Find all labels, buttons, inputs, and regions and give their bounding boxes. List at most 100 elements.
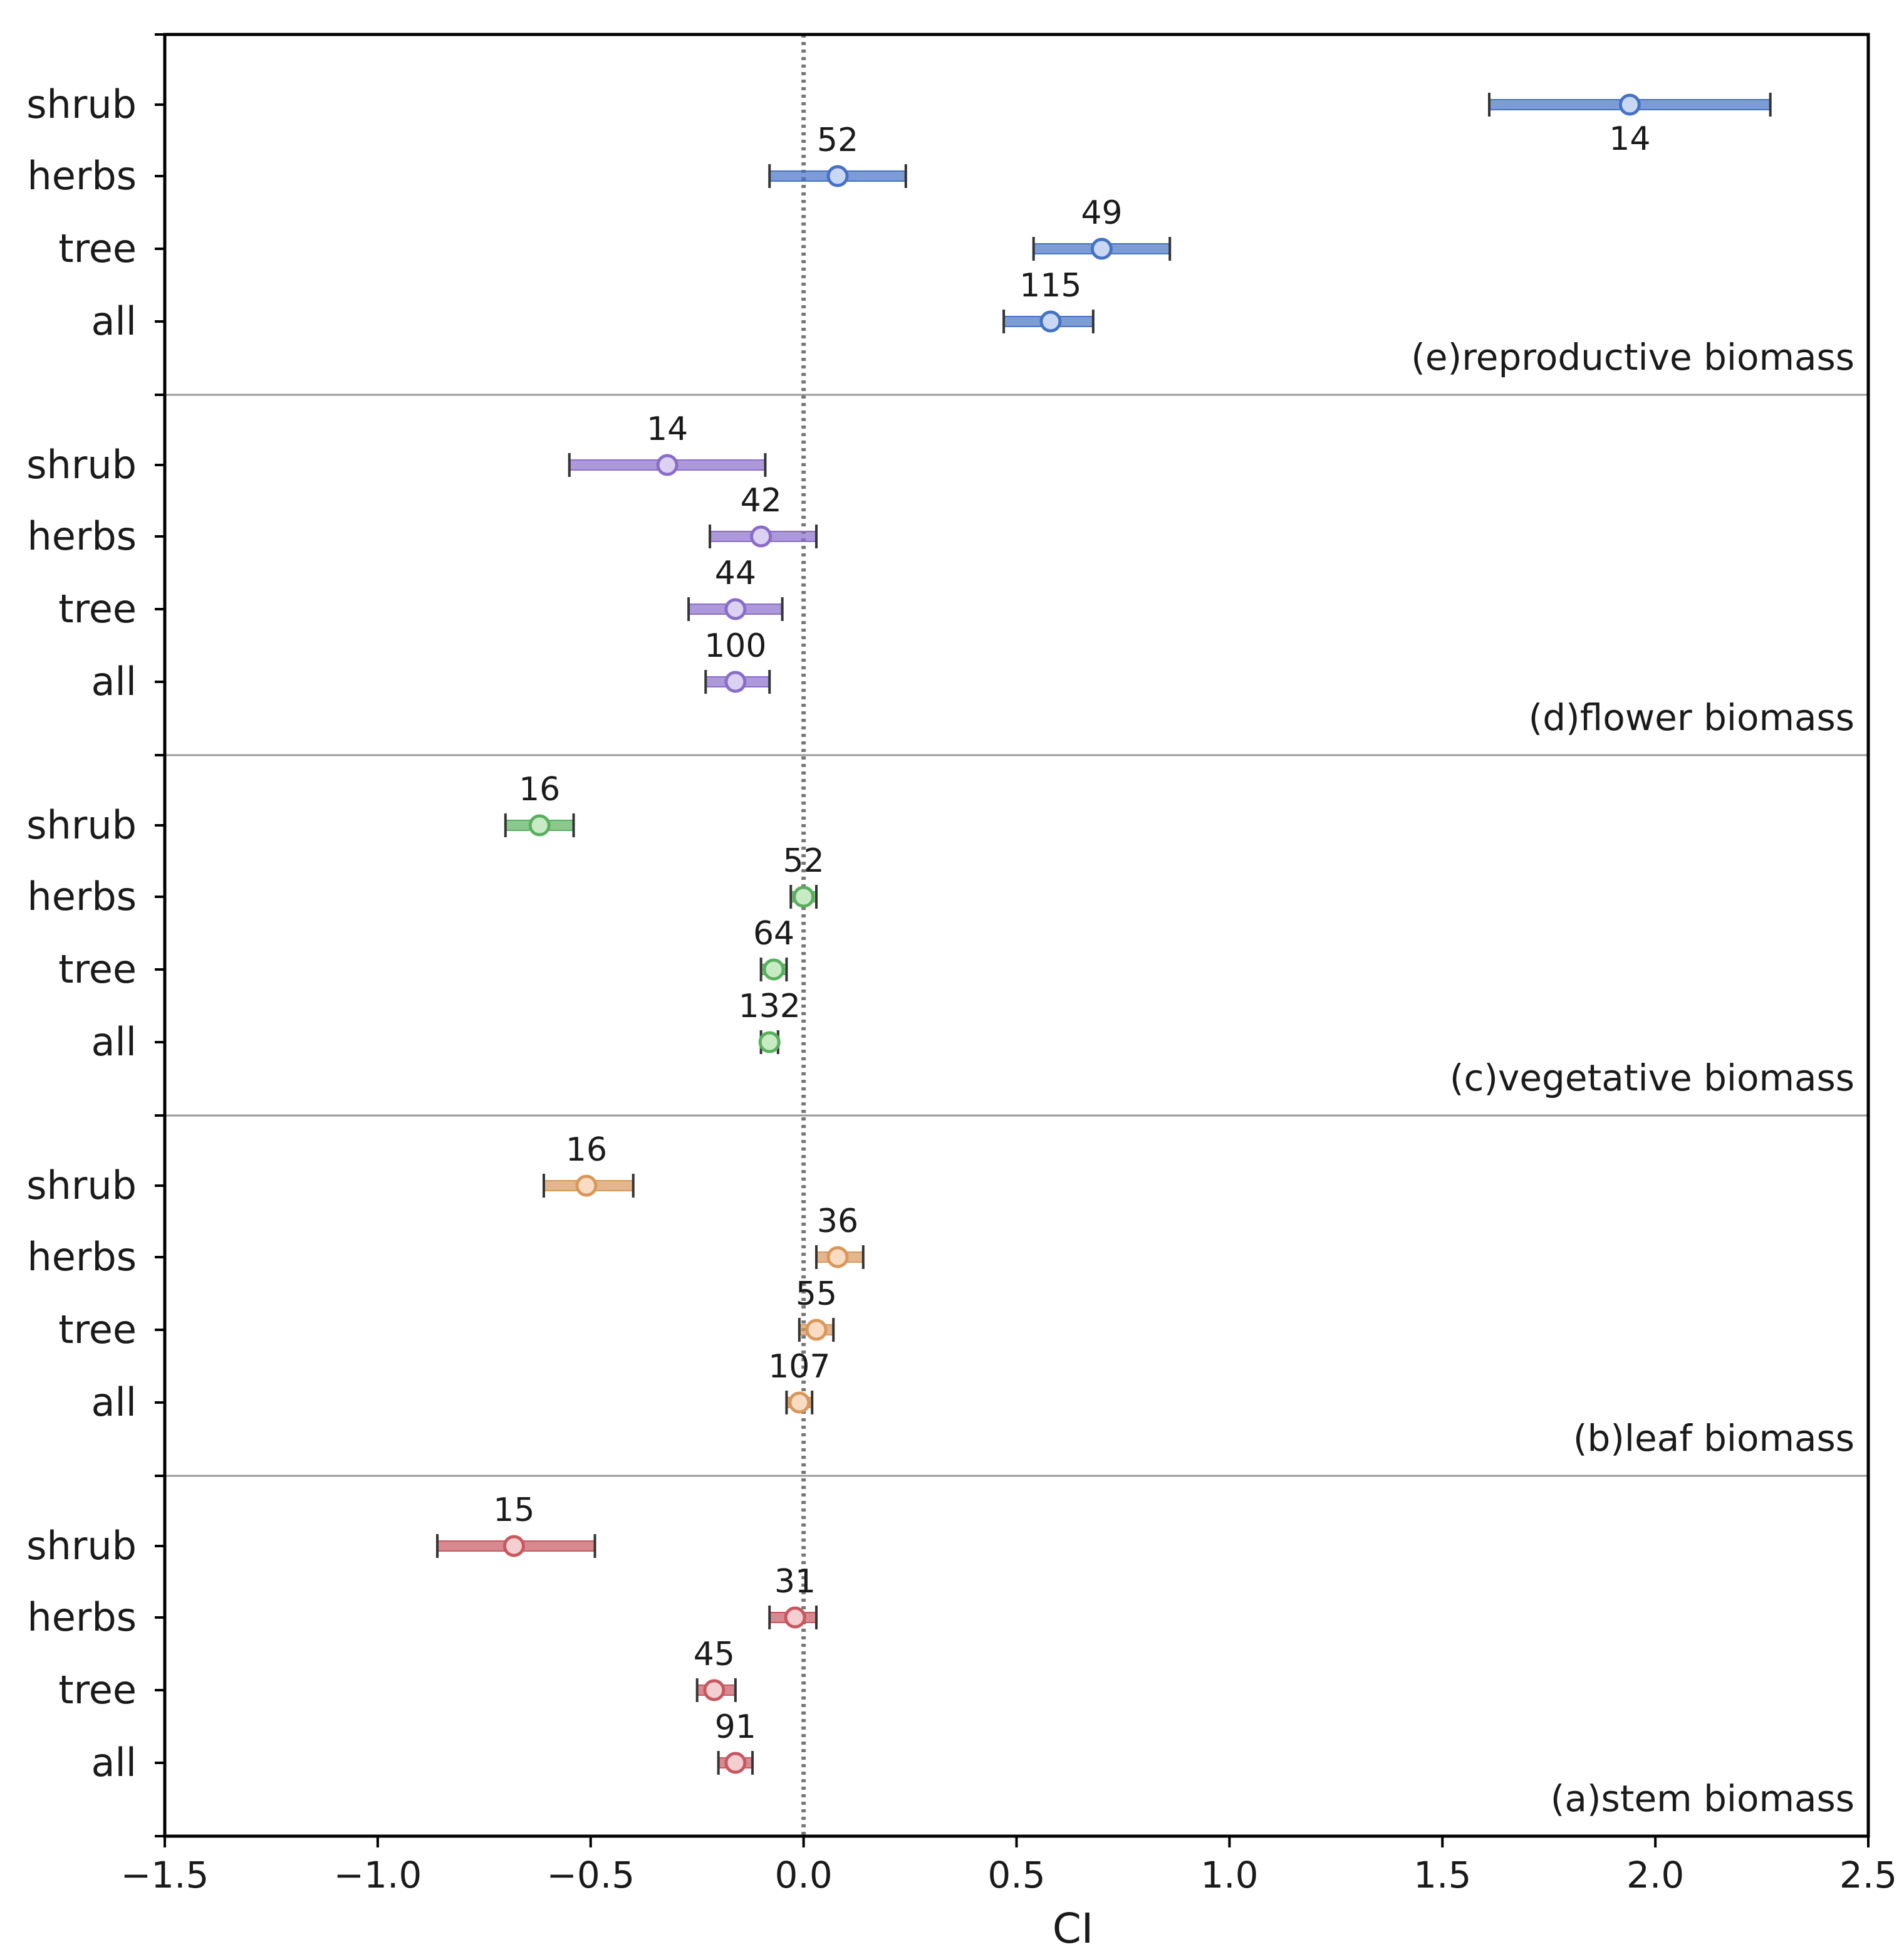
mean-point	[724, 598, 747, 620]
row-all: 107	[768, 1348, 830, 1414]
category-label: herbs	[27, 513, 137, 559]
x-tick-label: 0.5	[987, 1854, 1045, 1896]
x-tick-label: 2.0	[1626, 1854, 1684, 1896]
mean-point	[703, 1679, 726, 1701]
mean-point	[575, 1174, 598, 1197]
mean-point	[1039, 310, 1062, 333]
row-herbs: 52	[783, 842, 825, 909]
row-tree: 49	[1032, 194, 1172, 261]
category-label: herbs	[27, 874, 137, 919]
sample-size-label: 115	[1019, 267, 1081, 305]
row-tree: 45	[694, 1636, 737, 1702]
sample-size-label: 49	[1081, 194, 1122, 232]
category-label: herbs	[27, 153, 137, 199]
sample-size-label: 52	[783, 842, 825, 880]
mean-point	[528, 814, 551, 837]
x-tick-label: −1.0	[333, 1854, 422, 1896]
row-all: 91	[715, 1708, 756, 1775]
panel-4: 15 31 45 91 (a)stem biomass	[436, 1491, 1855, 1820]
mean-point	[1090, 238, 1113, 260]
row-herbs: 36	[815, 1203, 865, 1269]
panel-2: 16 52 64 132 (c)vegetative biomass	[504, 771, 1855, 1099]
row-herbs: 52	[768, 122, 907, 188]
category-label: tree	[58, 586, 137, 632]
category-label: tree	[58, 946, 137, 992]
category-label: shrub	[26, 81, 137, 127]
row-shrub: 14	[568, 410, 767, 477]
sample-size-label: 36	[817, 1203, 858, 1240]
panel-label: (b)leaf biomass	[1573, 1417, 1855, 1460]
sample-size-label: 44	[715, 555, 756, 592]
panel-dividers	[165, 394, 1868, 1477]
mean-point	[750, 525, 773, 548]
sample-size-label: 42	[741, 482, 782, 520]
sample-size-label: 16	[566, 1131, 607, 1169]
sample-size-label: 31	[774, 1563, 816, 1601]
x-tick-label: 1.5	[1413, 1854, 1471, 1896]
mean-point	[826, 1246, 849, 1268]
mean-point	[1618, 93, 1641, 116]
category-label: shrub	[26, 1523, 137, 1569]
sample-size-label: 45	[694, 1636, 735, 1673]
category-label: tree	[58, 1667, 137, 1713]
panel-label: (a)stem biomass	[1551, 1777, 1855, 1820]
panel-3: 16 36 55 107 (b)leaf biomass	[542, 1131, 1855, 1460]
sample-size-label: 64	[753, 915, 794, 953]
row-tree: 55	[796, 1275, 837, 1342]
mean-point	[758, 1031, 781, 1053]
x-axis: −1.5 −1.0 −0.5 0.0 0.5 1.0 1.5 2.0 2.5	[121, 1836, 1897, 1896]
category-label: all	[91, 298, 137, 344]
category-label: all	[91, 659, 137, 704]
mean-point	[805, 1319, 828, 1341]
x-axis-title: CI	[1053, 1904, 1094, 1953]
x-tick-label: 1.0	[1200, 1854, 1258, 1896]
panel-label: (e)reproductive biomass	[1411, 336, 1855, 379]
category-label: shrub	[26, 1162, 137, 1208]
category-label: tree	[58, 1307, 137, 1352]
x-tick-label: 2.5	[1839, 1854, 1897, 1896]
sample-size-label: 100	[704, 627, 766, 665]
mean-point	[502, 1535, 525, 1557]
mean-point	[784, 1606, 806, 1629]
category-label: shrub	[26, 802, 137, 848]
sample-size-label: 14	[647, 410, 688, 448]
row-shrub: 14	[1488, 93, 1772, 158]
mean-point	[724, 1752, 747, 1774]
panel-label: (c)vegetative biomass	[1450, 1057, 1855, 1099]
row-herbs: 31	[768, 1563, 818, 1629]
mean-point	[724, 671, 747, 693]
row-tree: 64	[753, 915, 794, 981]
sample-size-label: 55	[796, 1275, 837, 1313]
row-shrub: 15	[436, 1491, 596, 1558]
category-label: herbs	[27, 1594, 137, 1640]
sample-size-label: 52	[817, 122, 858, 159]
mean-point	[826, 165, 849, 187]
y-axis: shrub herbs tree all shrub herbs tree all shrub h…	[26, 33, 165, 1837]
mean-point	[788, 1391, 811, 1414]
plot-frame	[163, 33, 1870, 1838]
row-all: 115	[1002, 267, 1095, 333]
row-shrub: 16	[504, 771, 575, 837]
mean-point	[656, 454, 679, 476]
mean-point	[762, 958, 785, 981]
row-tree: 44	[687, 555, 784, 621]
row-herbs: 42	[709, 482, 818, 548]
row-all: 132	[739, 988, 801, 1054]
category-label: all	[91, 1019, 137, 1065]
category-label: all	[91, 1379, 137, 1425]
sample-size-label: 16	[519, 771, 560, 808]
panel-label: (d)flower biomass	[1529, 696, 1855, 739]
category-label: all	[91, 1740, 137, 1785]
category-label: herbs	[27, 1234, 137, 1280]
mean-point	[793, 885, 815, 908]
panel-1: 14 42 44 100 (d)flower biomass	[568, 410, 1855, 739]
x-tick-label: −1.5	[121, 1854, 209, 1896]
category-label: tree	[58, 226, 137, 271]
sample-size-label: 91	[715, 1708, 756, 1746]
x-tick-label: −0.5	[546, 1854, 635, 1896]
sample-size-label: 132	[739, 988, 801, 1025]
category-label: shrub	[26, 442, 137, 488]
row-shrub: 16	[542, 1131, 635, 1198]
